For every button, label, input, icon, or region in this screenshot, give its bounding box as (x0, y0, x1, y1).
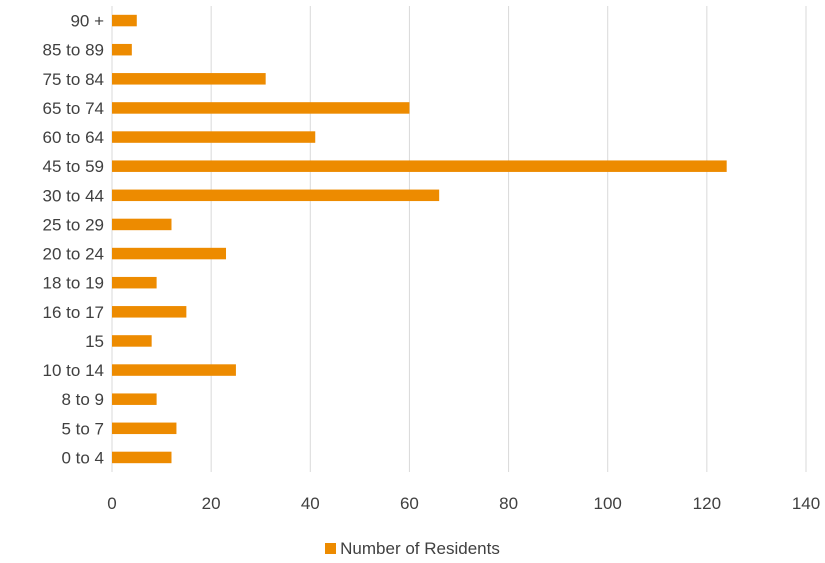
y-tick-label: 90 + (70, 12, 104, 31)
y-tick-label: 18 to 19 (43, 274, 104, 293)
bar (112, 247, 227, 260)
y-tick-label: 85 to 89 (43, 41, 104, 60)
bar (112, 43, 132, 56)
bars (112, 14, 727, 464)
y-axis-labels: 0 to 4 5 to 7 8 to 9 10 to 14 15 16 to 17 18 t… (43, 12, 105, 468)
bar (112, 218, 172, 231)
x-tick-label: 20 (202, 494, 221, 513)
bar (112, 276, 157, 289)
x-tick-label: 40 (301, 494, 320, 513)
legend-label: Number of Residents (340, 539, 500, 558)
x-tick-label: 140 (792, 494, 820, 513)
bar (112, 131, 316, 143)
y-tick-label: 0 to 4 (61, 448, 104, 467)
bar (112, 364, 236, 376)
y-tick-label: 5 to 7 (61, 419, 104, 438)
bar (112, 393, 157, 405)
x-axis-labels: 0 20 40 60 80 100 120 140 (107, 494, 820, 513)
legend: Number of Residents (0, 539, 825, 559)
y-tick-label: 65 to 74 (43, 99, 104, 118)
y-tick-label: 30 to 44 (43, 186, 104, 205)
y-tick-label: 8 to 9 (61, 390, 104, 409)
x-tick-label: 60 (400, 494, 419, 513)
bar (112, 189, 440, 202)
y-tick-label: 45 to 59 (43, 157, 104, 176)
x-tick-label: 0 (107, 494, 116, 513)
x-tick-label: 120 (693, 494, 721, 513)
legend-swatch (325, 543, 337, 554)
bar (112, 73, 266, 85)
y-tick-label: 15 (85, 332, 104, 351)
y-tick-label: 16 to 17 (43, 303, 104, 322)
bar (112, 306, 187, 318)
bar (112, 451, 172, 464)
y-tick-label: 75 to 84 (43, 70, 104, 89)
bar (112, 14, 137, 27)
bar (112, 102, 410, 114)
bar (112, 422, 177, 435)
y-tick-label: 60 to 64 (43, 128, 104, 147)
bar (112, 335, 152, 347)
bar (112, 160, 727, 172)
x-tick-label: 80 (499, 494, 518, 513)
y-tick-label: 20 to 24 (43, 245, 104, 264)
y-tick-label: 10 to 14 (43, 361, 104, 380)
y-tick-label: 25 to 29 (43, 215, 104, 234)
x-tick-label: 100 (594, 494, 622, 513)
gridlines (111, 6, 807, 472)
